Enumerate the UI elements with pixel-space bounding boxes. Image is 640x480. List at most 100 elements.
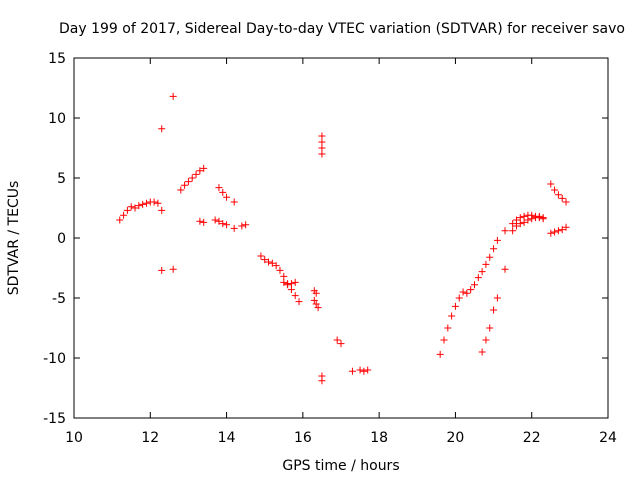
data-point [337, 340, 345, 348]
y-tick-label: 10 [48, 111, 66, 127]
data-point [127, 203, 135, 211]
data-point [196, 217, 204, 225]
data-point [562, 223, 570, 231]
data-point [192, 170, 200, 178]
data-point [532, 212, 540, 220]
data-point [120, 211, 128, 219]
data-point [318, 377, 326, 385]
data-point [150, 198, 158, 206]
data-point [448, 312, 456, 320]
series-track-s [547, 223, 570, 237]
data-point [558, 226, 566, 234]
data-point [223, 193, 231, 201]
y-tick-label: 15 [48, 51, 66, 67]
y-axis-label: SDTVAR / TECUs [6, 181, 22, 296]
data-point [547, 180, 555, 188]
data-point [478, 348, 486, 356]
data-point [215, 184, 223, 192]
data-point [295, 298, 303, 306]
data-point [314, 304, 322, 312]
data-point [181, 181, 189, 189]
data-point [230, 198, 238, 206]
data-point [200, 218, 208, 226]
data-point [310, 296, 318, 304]
data-point [318, 138, 326, 146]
data-point [142, 199, 150, 207]
data-point [493, 294, 501, 302]
data-point [188, 174, 196, 182]
series-track-l [333, 336, 345, 348]
data-point [116, 216, 124, 224]
data-point [169, 265, 177, 273]
x-tick-label: 12 [141, 430, 159, 446]
data-point [219, 220, 227, 228]
data-point [482, 260, 490, 268]
x-tick-label: 14 [218, 430, 236, 446]
data-point [261, 256, 269, 264]
data-point [520, 218, 528, 226]
data-point [516, 220, 524, 228]
data-point [196, 167, 204, 175]
data-point [520, 212, 528, 220]
data-point [490, 306, 498, 314]
data-point [535, 214, 543, 222]
data-point [509, 227, 517, 235]
data-point [200, 164, 208, 172]
data-point [356, 366, 364, 374]
y-tick-labels: -15 -10 -5 0 5 10 15 [43, 51, 66, 427]
data-point [486, 324, 494, 332]
data-point [539, 215, 547, 223]
data-point [482, 336, 490, 344]
plot-frame [73, 57, 609, 419]
data-point [287, 280, 295, 288]
data-point [459, 288, 467, 296]
data-point [291, 278, 299, 286]
series-track-n [436, 236, 501, 358]
data-point [348, 367, 356, 375]
data-point [554, 191, 562, 199]
y-tick-label: -10 [43, 351, 66, 367]
data-point [312, 289, 320, 297]
data-point [265, 258, 273, 266]
data-point [318, 144, 326, 152]
series-track-r [547, 180, 570, 206]
data-point [158, 125, 166, 133]
data-points [116, 92, 570, 385]
series-track-e [215, 184, 231, 201]
data-point [139, 200, 147, 208]
data-point [558, 194, 566, 202]
data-point [131, 204, 139, 212]
data-point [135, 202, 143, 210]
data-point [509, 220, 517, 228]
data-point [501, 265, 509, 273]
data-point [455, 294, 463, 302]
data-point [547, 229, 555, 237]
series-track-o [478, 294, 501, 356]
data-point [219, 188, 227, 196]
series-track-b [177, 164, 208, 194]
x-tick-labels: 10 12 14 16 18 20 22 24 [65, 430, 617, 446]
x-axis-label: GPS time / hours [282, 458, 399, 474]
data-point [238, 222, 246, 230]
y-tick-label: 0 [57, 231, 66, 247]
data-point [551, 228, 559, 236]
data-point [318, 132, 326, 140]
data-point [493, 236, 501, 244]
series-track-a [116, 198, 162, 224]
data-point [471, 281, 478, 289]
data-point [169, 92, 177, 100]
chart-title: Day 199 of 2017, Sidereal Day-to-day VTE… [59, 21, 625, 37]
data-point [512, 216, 520, 224]
data-point [123, 206, 131, 214]
series-track-m [356, 366, 372, 375]
data-point [312, 300, 320, 308]
data-point [486, 253, 494, 261]
data-point [562, 198, 570, 206]
data-point [501, 227, 509, 235]
data-point [291, 292, 299, 300]
series-track-i [280, 278, 299, 289]
data-point [440, 336, 448, 344]
series-track-d [211, 216, 231, 229]
series-track-k [310, 287, 320, 297]
data-point [360, 367, 368, 375]
